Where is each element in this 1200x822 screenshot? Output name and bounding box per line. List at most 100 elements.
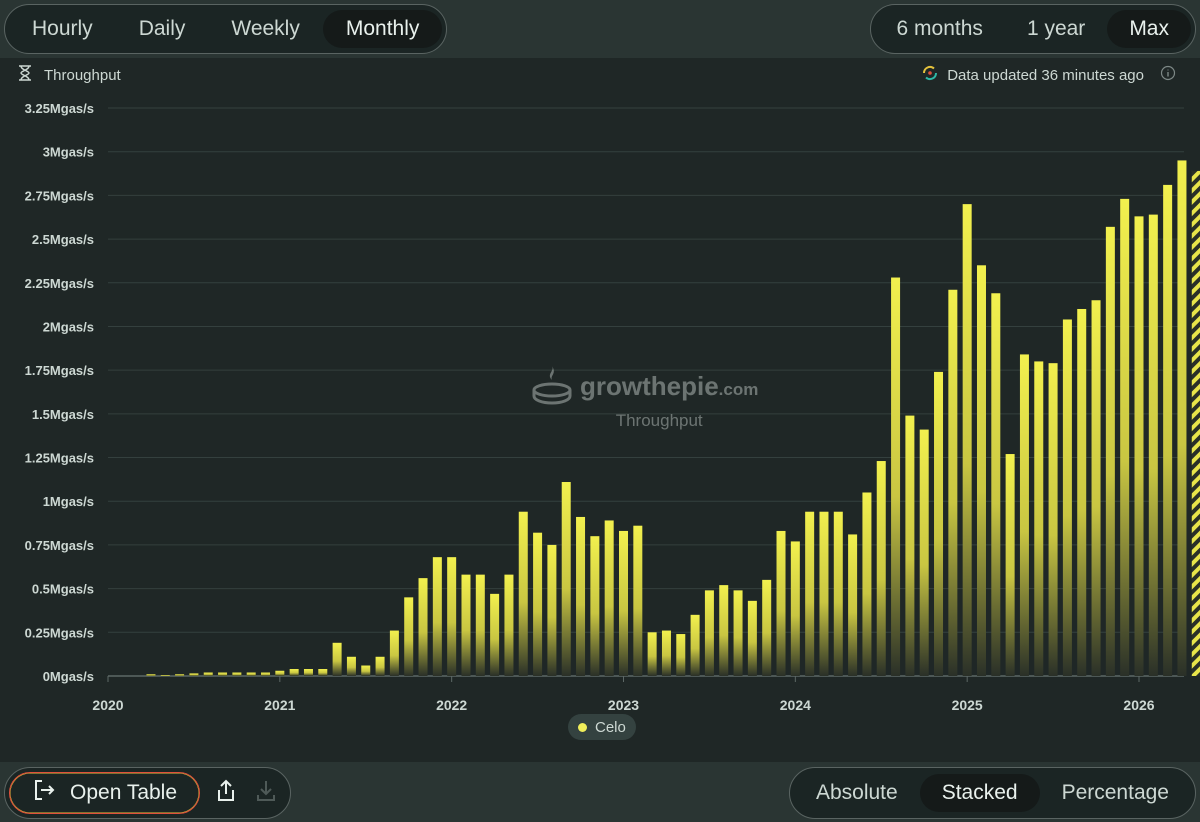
x-tick-label: 2021	[264, 697, 295, 713]
bar[interactable]	[389, 630, 399, 676]
bar[interactable]	[490, 593, 500, 676]
y-tick-label: 1.25Mgas/s	[25, 451, 94, 466]
bar[interactable]	[246, 672, 256, 676]
bar[interactable]	[218, 672, 228, 676]
bar[interactable]	[346, 656, 356, 676]
bar[interactable]	[418, 578, 428, 676]
tab-percentage[interactable]: Percentage	[1061, 781, 1169, 804]
bar[interactable]	[1048, 363, 1058, 676]
bar[interactable]	[1091, 300, 1101, 676]
bar[interactable]	[976, 265, 986, 676]
bar[interactable]	[189, 673, 199, 676]
bar[interactable]	[704, 590, 714, 676]
info-icon[interactable]	[1160, 65, 1176, 85]
bar[interactable]	[633, 525, 643, 676]
bar[interactable]	[1148, 214, 1158, 676]
bar[interactable]	[1062, 319, 1072, 676]
bar[interactable]	[962, 204, 972, 676]
bar[interactable]	[719, 585, 729, 676]
bar[interactable]	[790, 541, 800, 676]
bars	[146, 160, 1200, 677]
tab-stacked[interactable]: Stacked	[919, 774, 1040, 812]
bar[interactable]	[762, 579, 772, 676]
bar[interactable]	[647, 632, 657, 676]
legend-label: Celo	[595, 718, 626, 736]
tab-max[interactable]: Max	[1107, 10, 1191, 48]
bar[interactable]	[146, 674, 156, 676]
hourglass-icon	[16, 64, 34, 86]
bar[interactable]	[303, 669, 313, 676]
tab-1-year[interactable]: 1 year	[1026, 17, 1086, 40]
bar[interactable]	[1105, 226, 1115, 676]
bar[interactable]	[375, 656, 385, 676]
bar[interactable]	[661, 630, 671, 676]
bar[interactable]	[1034, 361, 1044, 676]
bar[interactable]	[547, 544, 557, 676]
tab-weekly[interactable]: Weekly	[231, 17, 300, 40]
tab-6-months[interactable]: 6 months	[896, 17, 983, 40]
bar[interactable]	[404, 597, 414, 676]
tab-daily[interactable]: Daily	[138, 17, 186, 40]
download-button[interactable]	[246, 773, 286, 813]
bar[interactable]	[1120, 198, 1130, 676]
bar[interactable]	[776, 530, 786, 676]
bar[interactable]	[991, 293, 1001, 676]
open-table-button[interactable]: Open Table	[9, 772, 201, 814]
bar[interactable]	[432, 557, 442, 676]
bar[interactable]	[833, 511, 843, 676]
bar[interactable]	[275, 670, 285, 676]
sync-icon	[921, 64, 939, 86]
tab-hourly[interactable]: Hourly	[32, 17, 93, 40]
bar[interactable]	[1134, 216, 1144, 676]
bar[interactable]	[461, 574, 471, 676]
bar[interactable]	[332, 642, 342, 676]
legend-item-celo[interactable]: Celo	[568, 714, 636, 740]
bar[interactable]	[948, 289, 958, 676]
bar[interactable]	[576, 516, 586, 676]
bar[interactable]	[905, 415, 915, 676]
bar[interactable]	[232, 672, 242, 676]
bar[interactable]	[848, 534, 858, 676]
watermark-brand: growthepie.com	[580, 371, 759, 401]
bar[interactable]	[1163, 184, 1173, 676]
bar[interactable]	[934, 371, 944, 676]
tab-absolute[interactable]: Absolute	[815, 781, 898, 804]
open-table-label: Open Table	[70, 781, 178, 804]
bar[interactable]	[619, 530, 628, 676]
bar[interactable]	[318, 669, 328, 676]
bar[interactable]	[919, 429, 929, 676]
bar[interactable]	[862, 492, 872, 676]
bar[interactable]	[261, 672, 271, 676]
bar[interactable]	[891, 277, 901, 676]
bar[interactable]	[1177, 160, 1187, 676]
bar[interactable]	[819, 511, 829, 676]
bar[interactable]	[561, 482, 571, 676]
bar[interactable]	[1077, 308, 1087, 676]
bar[interactable]	[518, 511, 528, 676]
tab-monthly[interactable]: Monthly	[322, 10, 443, 48]
bar[interactable]	[361, 665, 371, 676]
bar[interactable]	[447, 557, 457, 676]
bar[interactable]	[1005, 454, 1015, 676]
bar[interactable]	[604, 520, 614, 676]
bar[interactable]	[533, 532, 543, 676]
bar-partial[interactable]	[1191, 170, 1200, 676]
bar[interactable]	[175, 674, 185, 676]
y-tick-label: 3.25Mgas/s	[25, 101, 94, 116]
share-button[interactable]	[206, 773, 246, 813]
bar[interactable]	[733, 590, 743, 676]
bar[interactable]	[475, 574, 485, 676]
bar[interactable]	[590, 536, 600, 676]
bar[interactable]	[1019, 354, 1029, 676]
bar[interactable]	[203, 672, 213, 676]
download-icon	[255, 779, 277, 808]
bar[interactable]	[747, 600, 757, 676]
bar[interactable]	[805, 511, 815, 676]
y-tick-label: 2.25Mgas/s	[25, 276, 94, 291]
bar[interactable]	[160, 675, 170, 677]
bar[interactable]	[876, 461, 886, 676]
bar[interactable]	[504, 574, 514, 676]
bar[interactable]	[690, 614, 700, 676]
bar[interactable]	[676, 634, 686, 676]
bar[interactable]	[289, 669, 299, 676]
